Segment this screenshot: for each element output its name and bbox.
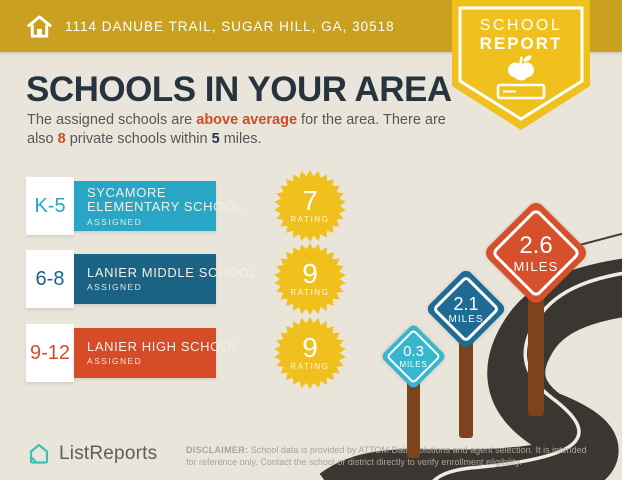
grade-box: 9-12 bbox=[26, 324, 74, 382]
road-edge-line bbox=[432, 271, 622, 480]
rating-value: 7 bbox=[302, 185, 318, 216]
rating-label: RATING bbox=[290, 215, 330, 224]
badge-line2: REPORT bbox=[479, 34, 563, 53]
listreports-logo: ListReports bbox=[26, 441, 157, 467]
apple-on-book-icon bbox=[508, 55, 534, 81]
assigned-label: ASSIGNED bbox=[87, 356, 143, 367]
grade-range: 9-12 bbox=[29, 341, 71, 364]
distance-sign-high: 2.6 MILES bbox=[482, 199, 590, 307]
disclaimer-label: DISCLAIMER: bbox=[186, 445, 249, 455]
disclaimer-text: DISCLAIMER: School data is provided by A… bbox=[186, 445, 598, 468]
school-name-line1: LANIER HIGH SCHOOL bbox=[87, 338, 240, 354]
intro-highlight-private-count: 8 bbox=[57, 131, 66, 147]
rating-label: RATING bbox=[290, 288, 330, 297]
distance-unit: MILES bbox=[448, 313, 484, 325]
distance-value: 2.6 bbox=[519, 231, 553, 259]
home-icon bbox=[27, 14, 52, 38]
rating-burst: 7 RATING bbox=[273, 169, 347, 243]
intro-paragraph: The assigned schools are above average f… bbox=[27, 111, 447, 149]
school-report-badge: SCHOOL REPORT bbox=[452, 0, 590, 132]
intro-post: miles. bbox=[219, 131, 262, 147]
grade-range: 6-8 bbox=[35, 267, 65, 290]
intro-pre: The assigned schools are bbox=[27, 112, 197, 128]
rating-burst: 9 RATING bbox=[273, 242, 347, 316]
sign-post bbox=[459, 332, 473, 438]
grade-range: K-5 bbox=[34, 194, 66, 217]
rating-burst: 9 RATING bbox=[273, 316, 347, 390]
property-address: 1114 DANUBE TRAIL, SUGAR HILL, GA, 30518 bbox=[65, 18, 395, 34]
distance-value: 2.1 bbox=[453, 293, 479, 314]
assigned-label: ASSIGNED bbox=[87, 216, 143, 227]
school-name-bar: LANIER MIDDLE SCHOOL ASSIGNED bbox=[74, 254, 258, 304]
distance-sign-middle: 2.1 MILES bbox=[424, 267, 508, 351]
intro-mid3: private schools within bbox=[65, 131, 212, 147]
intro-mid1: for the area. There are bbox=[297, 112, 446, 128]
listreports-house-icon bbox=[29, 443, 49, 464]
school-row-elementary: K-5 SYCAMORE ELEMENTARY SCHOOL ASSIGNED … bbox=[26, 170, 346, 242]
grade-box: K-5 bbox=[26, 177, 74, 235]
school-name-line1: SYCAMORE bbox=[87, 184, 167, 200]
rating-value: 9 bbox=[302, 332, 318, 363]
assigned-label: ASSIGNED bbox=[87, 282, 143, 293]
school-name-bar: SYCAMORE ELEMENTARY SCHOOL ASSIGNED bbox=[74, 181, 243, 231]
grade-box: 6-8 bbox=[26, 250, 74, 308]
distance-value: 0.3 bbox=[403, 343, 424, 360]
school-row-middle: 6-8 LANIER MIDDLE SCHOOL ASSIGNED 9 RATI… bbox=[26, 243, 346, 315]
intro-highlight-above-average: above average bbox=[196, 112, 298, 128]
sign-post bbox=[407, 378, 420, 458]
brand-name: ListReports bbox=[59, 443, 158, 464]
badge-line1: SCHOOL bbox=[479, 17, 563, 34]
school-name-bar: LANIER HIGH SCHOOL ASSIGNED bbox=[74, 328, 240, 378]
school-name-line1: LANIER MIDDLE SCHOOL bbox=[87, 264, 258, 280]
page-title: SCHOOLS IN YOUR AREA bbox=[26, 70, 452, 109]
rating-label: RATING bbox=[290, 362, 330, 371]
school-name-line2: ELEMENTARY SCHOOL bbox=[87, 199, 243, 214]
road-band bbox=[319, 258, 622, 480]
intro-mid2: also bbox=[27, 131, 58, 147]
distance-unit: MILES bbox=[513, 258, 559, 274]
rating-value: 9 bbox=[302, 258, 318, 289]
sign-post bbox=[528, 285, 544, 416]
intro-highlight-miles: 5 bbox=[211, 131, 220, 147]
distance-unit: MILES bbox=[399, 360, 428, 369]
school-row-high: 9-12 LANIER HIGH SCHOOL ASSIGNED 9 RATIN… bbox=[26, 317, 346, 389]
